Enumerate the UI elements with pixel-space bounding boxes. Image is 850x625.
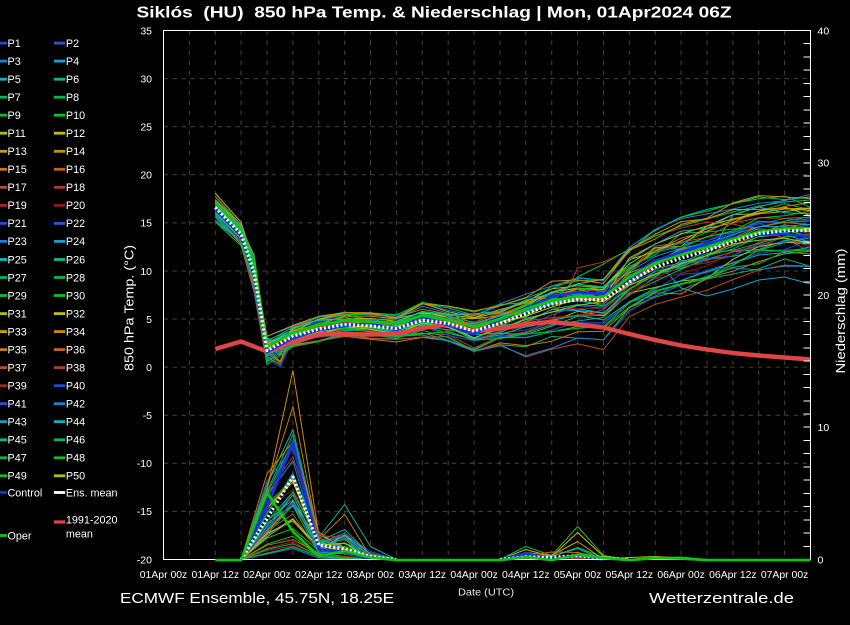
svg-text:P34: P34	[66, 326, 85, 338]
svg-text:P1: P1	[8, 38, 21, 50]
svg-text:P25: P25	[8, 254, 27, 266]
svg-text:-5: -5	[143, 410, 152, 422]
svg-text:15: 15	[140, 218, 152, 230]
svg-text:07Apr 00z: 07Apr 00z	[761, 570, 809, 581]
svg-text:P41: P41	[8, 399, 27, 411]
svg-text:P14: P14	[66, 146, 85, 158]
svg-text:P11: P11	[8, 128, 26, 140]
svg-text:5: 5	[146, 314, 152, 326]
svg-text:P22: P22	[66, 218, 85, 230]
svg-text:P43: P43	[8, 417, 27, 429]
svg-text:05Apr 12z: 05Apr 12z	[606, 570, 654, 581]
svg-text:P44: P44	[66, 417, 85, 429]
svg-text:30: 30	[140, 73, 152, 85]
svg-text:P47: P47	[8, 453, 27, 465]
svg-text:P31: P31	[8, 308, 27, 320]
svg-text:06Apr 00z: 06Apr 00z	[657, 570, 705, 581]
svg-text:-15: -15	[137, 506, 152, 518]
svg-text:P26: P26	[66, 254, 85, 266]
svg-text:35: 35	[140, 25, 152, 37]
svg-text:P48: P48	[66, 453, 85, 465]
svg-text:P27: P27	[8, 272, 27, 284]
svg-text:05Apr 00z: 05Apr 00z	[554, 570, 602, 581]
svg-text:40: 40	[818, 25, 830, 37]
svg-text:P4: P4	[66, 56, 79, 68]
svg-text:02Apr 00z: 02Apr 00z	[243, 570, 291, 581]
svg-text:10: 10	[818, 422, 830, 434]
svg-text:P39: P39	[8, 381, 27, 393]
svg-text:P5: P5	[8, 74, 21, 86]
svg-text:P38: P38	[66, 362, 85, 374]
svg-text:P28: P28	[66, 272, 85, 284]
svg-text:10: 10	[140, 266, 152, 278]
svg-text:P13: P13	[8, 146, 27, 158]
svg-text:P9: P9	[8, 110, 21, 122]
svg-text:1991-2020: 1991-2020	[66, 514, 118, 526]
svg-text:P33: P33	[8, 326, 27, 338]
svg-text:04Apr 00z: 04Apr 00z	[450, 570, 498, 581]
svg-text:P15: P15	[8, 164, 27, 176]
svg-text:ECMWF Ensemble, 45.75N, 18.25E: ECMWF Ensemble, 45.75N, 18.25E	[120, 590, 394, 607]
svg-text:P3: P3	[8, 56, 21, 68]
svg-text:P8: P8	[66, 92, 79, 104]
svg-text:Niederschlag (mm): Niederschlag (mm)	[833, 249, 848, 374]
svg-text:P45: P45	[8, 435, 27, 447]
svg-text:01Apr 12z: 01Apr 12z	[192, 570, 240, 581]
svg-text:P49: P49	[8, 471, 27, 483]
svg-text:Date (UTC): Date (UTC)	[458, 587, 514, 598]
svg-text:04Apr 12z: 04Apr 12z	[502, 570, 550, 581]
svg-text:P37: P37	[8, 362, 27, 374]
svg-text:P42: P42	[66, 399, 85, 411]
svg-text:mean: mean	[66, 528, 93, 540]
svg-text:P17: P17	[8, 182, 27, 194]
svg-text:P40: P40	[66, 381, 85, 393]
svg-text:25: 25	[140, 122, 152, 134]
svg-text:-20: -20	[137, 554, 152, 566]
svg-text:P50: P50	[66, 471, 85, 483]
svg-text:20: 20	[818, 290, 830, 302]
svg-text:P21: P21	[8, 218, 27, 230]
svg-text:P12: P12	[66, 128, 85, 140]
svg-text:06Apr 12z: 06Apr 12z	[709, 570, 757, 581]
svg-text:P19: P19	[8, 200, 27, 212]
svg-text:P30: P30	[66, 290, 85, 302]
svg-text:P23: P23	[8, 236, 27, 248]
svg-text:0: 0	[146, 362, 152, 374]
svg-text:P10: P10	[66, 110, 85, 122]
svg-text:Control: Control	[8, 487, 43, 499]
svg-text:P2: P2	[66, 38, 79, 50]
svg-text:Siklós (HU) 850 hPa Temp. &: Siklós (HU) 850 hPa Temp. & Niederschlag…	[137, 5, 733, 22]
svg-text:P20: P20	[66, 200, 85, 212]
svg-text:03Apr 12z: 03Apr 12z	[399, 570, 447, 581]
svg-text:30: 30	[818, 158, 830, 170]
svg-text:850 hPa Temp. (°C): 850 hPa Temp. (°C)	[122, 245, 137, 371]
svg-text:-10: -10	[137, 458, 152, 470]
svg-text:P29: P29	[8, 290, 27, 302]
svg-text:P32: P32	[66, 308, 85, 320]
svg-text:01Apr 00z: 01Apr 00z	[140, 570, 188, 581]
svg-text:02Apr 12z: 02Apr 12z	[295, 570, 343, 581]
svg-text:Wetterzentrale.de: Wetterzentrale.de	[649, 590, 794, 607]
svg-text:0: 0	[818, 554, 824, 566]
svg-text:P7: P7	[8, 92, 21, 104]
svg-text:P36: P36	[66, 344, 85, 356]
svg-text:P46: P46	[66, 435, 85, 447]
svg-text:03Apr 00z: 03Apr 00z	[347, 570, 395, 581]
svg-text:P35: P35	[8, 344, 27, 356]
svg-text:Oper: Oper	[8, 530, 32, 542]
svg-text:P24: P24	[66, 236, 85, 248]
svg-text:20: 20	[140, 170, 152, 182]
svg-text:P16: P16	[66, 164, 85, 176]
svg-text:P18: P18	[66, 182, 85, 194]
svg-text:Ens. mean: Ens. mean	[66, 487, 118, 499]
svg-text:P6: P6	[66, 74, 79, 86]
